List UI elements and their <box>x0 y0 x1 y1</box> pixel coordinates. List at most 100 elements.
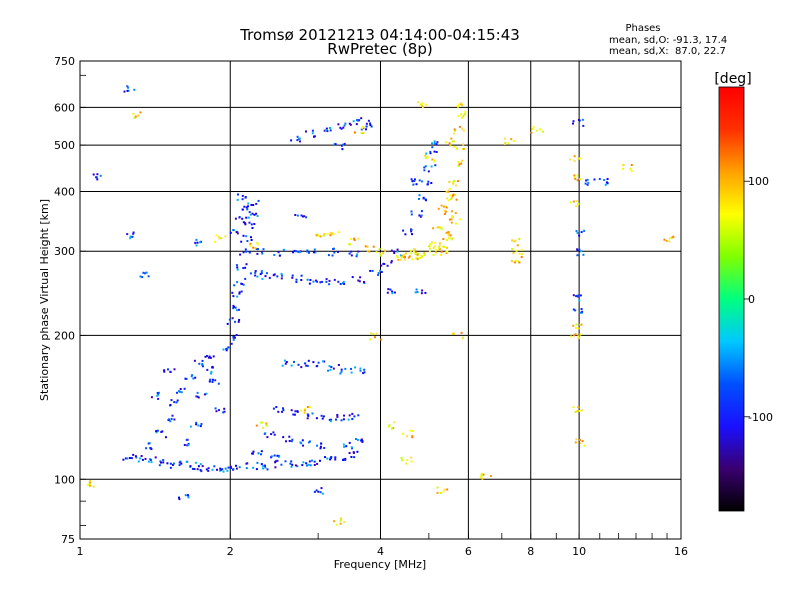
data-point <box>306 417 309 420</box>
data-point <box>192 377 195 380</box>
data-point <box>436 491 439 494</box>
data-point <box>387 425 390 428</box>
data-point <box>445 231 448 234</box>
data-point <box>289 462 292 465</box>
data-point <box>232 229 235 232</box>
data-point <box>418 198 420 200</box>
data-point <box>225 348 228 350</box>
y-tick-label: 200 <box>54 329 75 342</box>
x-tick-label: 8 <box>527 545 534 558</box>
data-point <box>273 454 276 457</box>
data-point <box>268 276 271 279</box>
data-point <box>96 173 99 176</box>
data-point <box>88 482 91 485</box>
data-point <box>285 440 287 443</box>
data-point <box>155 431 158 434</box>
data-point <box>427 180 430 183</box>
data-point <box>245 263 248 266</box>
data-point <box>173 368 176 371</box>
data-point <box>325 127 328 130</box>
data-point <box>131 235 134 238</box>
data-point <box>421 180 424 183</box>
data-point <box>479 476 482 479</box>
colorbar <box>718 86 745 512</box>
data-point <box>606 178 609 180</box>
data-point <box>362 372 365 375</box>
data-point <box>129 235 132 238</box>
data-point <box>427 170 430 173</box>
data-point <box>253 223 256 225</box>
data-point <box>260 270 263 272</box>
data-point <box>253 213 256 216</box>
data-point <box>586 178 589 181</box>
data-point <box>452 193 455 196</box>
data-point <box>578 327 580 330</box>
data-point <box>157 391 160 394</box>
data-point <box>311 129 314 132</box>
data-point <box>135 456 138 459</box>
data-point <box>232 295 235 298</box>
data-point <box>232 468 235 471</box>
data-point <box>124 457 127 460</box>
data-point <box>418 194 421 197</box>
data-point <box>304 362 307 365</box>
data-point <box>218 237 221 240</box>
data-point <box>127 89 130 92</box>
data-point <box>463 113 466 115</box>
data-point <box>250 223 253 226</box>
data-point <box>207 467 210 470</box>
data-point <box>593 178 596 181</box>
data-point <box>440 228 443 231</box>
data-point <box>132 112 135 115</box>
data-point <box>574 441 577 444</box>
data-point <box>317 490 320 493</box>
data-point <box>432 246 435 249</box>
data-point <box>574 309 577 312</box>
data-point <box>278 254 281 257</box>
data-point <box>211 378 214 381</box>
data-point <box>137 114 140 117</box>
data-point <box>235 231 238 233</box>
data-point <box>201 465 204 468</box>
data-point <box>420 214 423 217</box>
data-point <box>229 465 232 468</box>
data-point <box>319 281 322 284</box>
data-point <box>448 237 451 239</box>
data-point <box>172 463 174 466</box>
data-point <box>448 232 450 235</box>
data-point <box>331 254 334 257</box>
data-point <box>301 464 304 467</box>
data-point <box>234 217 237 220</box>
data-point <box>585 179 588 182</box>
data-point <box>249 244 252 247</box>
data-point <box>300 366 303 369</box>
data-point <box>399 258 402 261</box>
data-point <box>482 473 485 476</box>
data-point <box>321 280 324 283</box>
data-point <box>380 271 383 273</box>
data-point <box>296 139 299 142</box>
data-point <box>480 472 483 475</box>
data-point <box>224 467 227 470</box>
data-point <box>387 288 390 291</box>
data-point <box>242 234 245 237</box>
data-point <box>247 205 249 208</box>
data-point <box>343 414 345 417</box>
data-point <box>429 152 432 155</box>
data-point <box>413 248 416 251</box>
data-point <box>530 131 533 134</box>
data-point <box>320 442 323 445</box>
data-point <box>309 464 312 467</box>
data-point <box>335 418 337 421</box>
data-point <box>156 429 159 432</box>
data-point <box>282 409 285 412</box>
data-point <box>256 461 259 464</box>
data-point <box>515 249 518 252</box>
data-point <box>280 463 283 466</box>
data-point <box>133 88 136 91</box>
data-point <box>256 241 259 244</box>
data-point <box>439 492 442 494</box>
data-point <box>396 248 399 251</box>
data-point <box>511 248 514 251</box>
data-point <box>248 221 251 224</box>
